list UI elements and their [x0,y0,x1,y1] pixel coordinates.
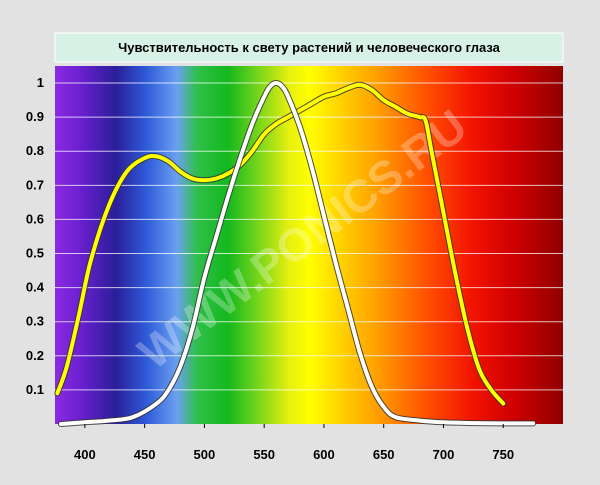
series-layer [54,80,537,427]
x-tick-label: 650 [373,447,395,462]
x-tick-label: 450 [134,447,156,462]
x-tick-label: 700 [433,447,455,462]
y-axis: 0.1 0.2 0.3 0.4 0.5 0.6 0.7 0.8 0.9 1 [26,75,45,397]
y-tick-label: 0.8 [26,143,44,158]
y-tick-label: 0.9 [26,109,44,124]
x-tick-label: 600 [313,447,335,462]
y-tick-label: 0.3 [26,314,44,329]
x-tick-label: 750 [492,447,514,462]
title-banner [54,32,564,63]
x-tick-label: 500 [194,447,216,462]
y-tick-label: 0.2 [26,348,44,363]
grid-lines [55,82,563,391]
y-tick-label: 0.7 [26,177,44,192]
chart-title: Чувствительность к свету растений и чело… [118,40,501,55]
y-tick-label: 0.1 [26,382,44,397]
y-tick-label: 0.5 [26,246,44,261]
x-tick-label: 550 [253,447,275,462]
y-tick-label: 1 [37,75,44,90]
human-eye-sensitivity-curve [58,81,536,426]
y-tick-label: 0.6 [26,211,44,226]
x-tick-label: 400 [74,447,96,462]
x-axis: 400 450 500 550 600 650 700 750 [74,424,514,462]
y-tick-label: 0.4 [26,280,45,295]
